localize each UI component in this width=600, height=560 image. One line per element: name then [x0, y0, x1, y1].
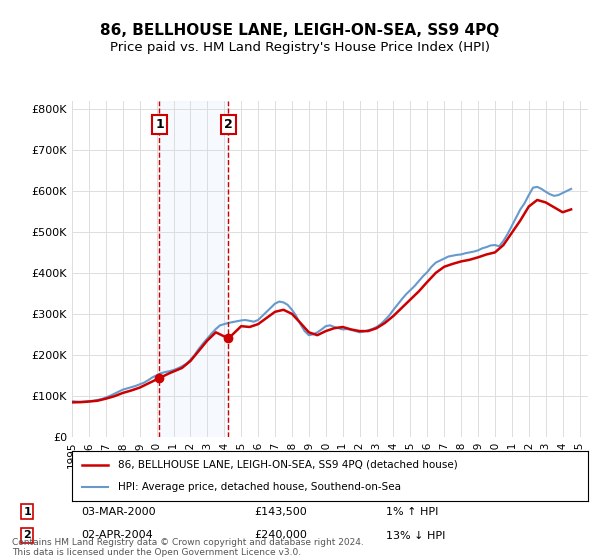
Text: 2: 2	[23, 530, 31, 540]
Text: 1: 1	[23, 507, 31, 517]
Text: 02-APR-2004: 02-APR-2004	[81, 530, 153, 540]
Text: HPI: Average price, detached house, Southend-on-Sea: HPI: Average price, detached house, Sout…	[118, 482, 401, 492]
Text: Price paid vs. HM Land Registry's House Price Index (HPI): Price paid vs. HM Land Registry's House …	[110, 41, 490, 54]
Bar	[160, 101, 229, 437]
Text: 86, BELLHOUSE LANE, LEIGH-ON-SEA, SS9 4PQ: 86, BELLHOUSE LANE, LEIGH-ON-SEA, SS9 4P…	[100, 24, 500, 38]
Text: Contains HM Land Registry data © Crown copyright and database right 2024.
This d: Contains HM Land Registry data © Crown c…	[12, 538, 364, 557]
Text: 1% ↑ HPI: 1% ↑ HPI	[386, 507, 439, 517]
Text: 13% ↓ HPI: 13% ↓ HPI	[386, 530, 446, 540]
Text: 1: 1	[155, 118, 164, 131]
Text: £143,500: £143,500	[254, 507, 307, 517]
Text: 86, BELLHOUSE LANE, LEIGH-ON-SEA, SS9 4PQ (detached house): 86, BELLHOUSE LANE, LEIGH-ON-SEA, SS9 4P…	[118, 460, 458, 470]
Text: £240,000: £240,000	[254, 530, 307, 540]
Text: 03-MAR-2000: 03-MAR-2000	[81, 507, 156, 517]
Text: 2: 2	[224, 118, 233, 131]
